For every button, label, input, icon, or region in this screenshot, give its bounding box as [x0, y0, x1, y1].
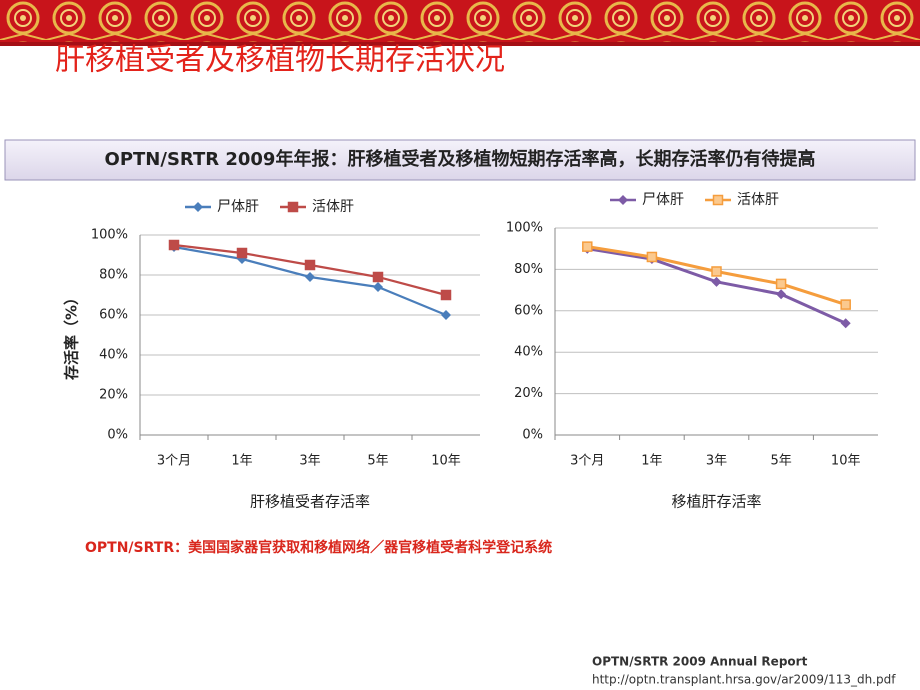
x-tick-label: 5年 [770, 454, 791, 469]
point [776, 289, 787, 300]
y-tick-label: 0% [107, 428, 128, 443]
y-tick-label: 40% [514, 345, 543, 360]
point [441, 310, 451, 320]
point [373, 282, 383, 292]
legend-label: 尸体肝 [217, 199, 259, 215]
y-tick-label: 60% [99, 308, 128, 323]
y-tick-label: 100% [506, 221, 543, 236]
source-url: http://optn.transplant.hrsa.gov/ar2009/1… [592, 673, 896, 687]
point [711, 276, 722, 287]
point [372, 271, 384, 283]
x-tick-label: 1年 [641, 454, 662, 469]
legend-marker [618, 195, 628, 205]
x-axis-title: 肝移植受者存活率 [250, 493, 370, 511]
decor-band [0, 0, 920, 42]
y-tick-label: 0% [522, 428, 543, 443]
x-axis-title: 移植肝存活率 [671, 493, 761, 511]
y-tick-label: 60% [514, 303, 543, 318]
y-tick-label: 80% [99, 268, 128, 283]
point [775, 278, 787, 290]
y-tick-label: 20% [99, 388, 128, 403]
legend-marker [193, 202, 203, 212]
point [440, 289, 452, 301]
y-tick-label: 40% [99, 348, 128, 363]
banner-box [4, 139, 916, 181]
banner-part: OPTN/SRTR 2009年年报：肝移植受者及移植物短期存活率高， [105, 148, 636, 170]
point [305, 272, 315, 282]
source: OPTN/SRTR 2009 Annual Report [592, 655, 808, 669]
y-tick-label: 100% [91, 228, 128, 243]
decor-line [0, 42, 920, 46]
legend-marker [287, 201, 299, 213]
point [711, 266, 722, 277]
point [646, 251, 658, 263]
legend-label: 尸体肝 [642, 192, 684, 208]
x-tick-label: 10年 [831, 454, 861, 469]
banner-text: OPTN/SRTR 2009年年报：肝移植受者及移植物短期存活率高，长期存活率仍… [105, 148, 816, 170]
y-tick-label: 20% [514, 386, 543, 401]
legend-marker [712, 194, 724, 206]
footnote: OPTN/SRTR：美国国家器官获取和移植网络／器官移植受者科学登记系统 [85, 539, 552, 556]
banner-emph: 长期存活率 [635, 148, 725, 170]
x-tick-label: 3个月 [570, 454, 604, 469]
y-axis-title: 存活率（%） [63, 290, 81, 380]
point [582, 241, 593, 252]
point [168, 239, 180, 251]
point [236, 247, 248, 259]
x-tick-label: 3年 [299, 454, 320, 469]
point [840, 318, 851, 329]
point [304, 259, 316, 271]
x-tick-label: 1年 [231, 454, 252, 469]
x-tick-label: 3年 [706, 454, 727, 469]
x-tick-label: 3个月 [157, 454, 191, 469]
x-tick-label: 10年 [431, 454, 461, 469]
banner-part: 仍有待提高 [724, 148, 815, 170]
point [840, 299, 851, 310]
slide-title: 肝移植受者及移植物长期存活状况 [55, 43, 505, 78]
x-tick-label: 5年 [367, 454, 388, 469]
legend-label: 活体肝 [312, 199, 354, 215]
y-tick-label: 80% [514, 262, 543, 277]
legend-label: 活体肝 [737, 192, 779, 208]
